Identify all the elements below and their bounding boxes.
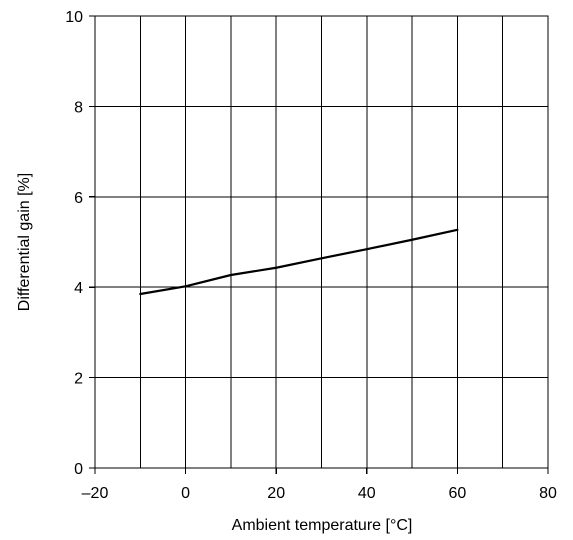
x-axis-title: Ambient temperature [°C] bbox=[232, 517, 413, 534]
x-tick-label: –20 bbox=[82, 485, 109, 502]
x-tick-label: 0 bbox=[181, 485, 190, 502]
y-tick-label: 2 bbox=[74, 371, 83, 388]
y-tick-label: 8 bbox=[74, 99, 83, 116]
y-axis-title: Differential gain [%] bbox=[16, 173, 33, 311]
y-tick-label: 6 bbox=[74, 190, 83, 207]
y-tick-labels: 0 2 4 6 8 10 bbox=[65, 9, 83, 478]
y-tick-label: 0 bbox=[74, 461, 83, 478]
tick-marks bbox=[89, 15, 549, 474]
y-tick-label: 10 bbox=[65, 9, 83, 26]
x-tick-label: 60 bbox=[449, 485, 467, 502]
series-line bbox=[139, 228, 459, 296]
x-tick-label: 20 bbox=[267, 485, 285, 502]
plot-frame bbox=[94, 15, 549, 469]
y-tick-label: 4 bbox=[74, 280, 83, 297]
x-tick-label: 80 bbox=[539, 485, 557, 502]
grid-lines bbox=[95, 16, 548, 468]
series-layer bbox=[139, 228, 459, 296]
x-tick-labels: –20 0 20 40 60 80 bbox=[82, 485, 557, 502]
x-tick-label: 40 bbox=[358, 485, 376, 502]
